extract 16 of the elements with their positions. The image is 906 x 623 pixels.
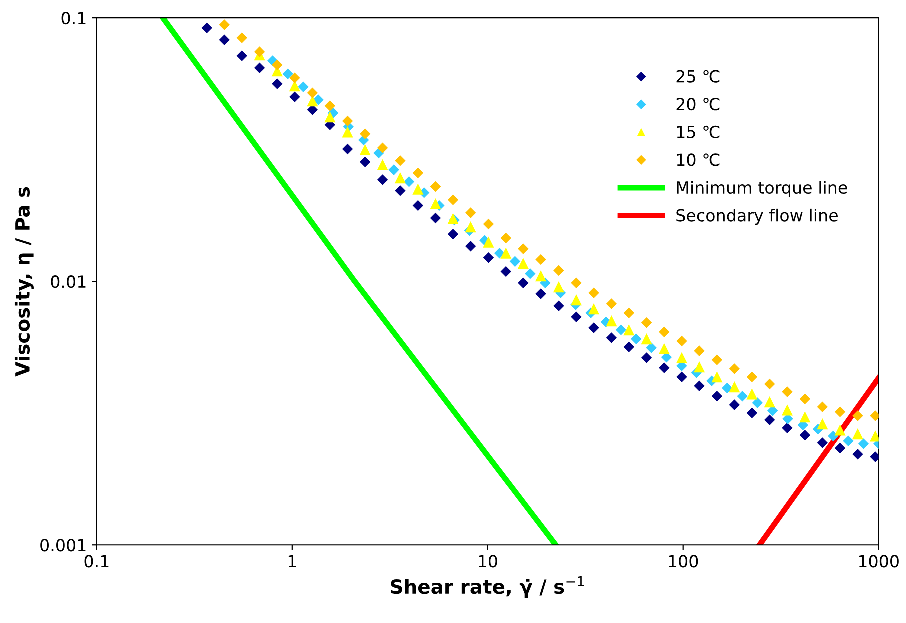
y-axis-title: Viscosity, η / Pa s bbox=[14, 187, 34, 377]
y-tick-label: 0.01 bbox=[51, 276, 86, 288]
x-tick-label: 10 bbox=[479, 555, 498, 568]
x-tick-label: 0.1 bbox=[84, 555, 109, 568]
legend-label: 15 ℃ bbox=[677, 126, 720, 138]
legend-label: 20 ℃ bbox=[676, 98, 720, 111]
y-tick-label: 0.001 bbox=[40, 539, 86, 552]
legend-label: 10 ℃ bbox=[677, 154, 720, 166]
y-tick-label: 0.1 bbox=[62, 12, 86, 25]
legend-label: Minimum torque line bbox=[677, 181, 848, 198]
x-tick-label: 1 bbox=[288, 555, 296, 568]
x-tick-label: 100 bbox=[669, 555, 698, 568]
legend-label: Secondary flow line bbox=[676, 208, 838, 226]
x-axis-title: Shear rate, γ̇ / s$^{−1}$ bbox=[391, 576, 584, 598]
x-tick-label: 1000 bbox=[859, 555, 899, 568]
legend-label: 25 ℃ bbox=[676, 70, 720, 83]
